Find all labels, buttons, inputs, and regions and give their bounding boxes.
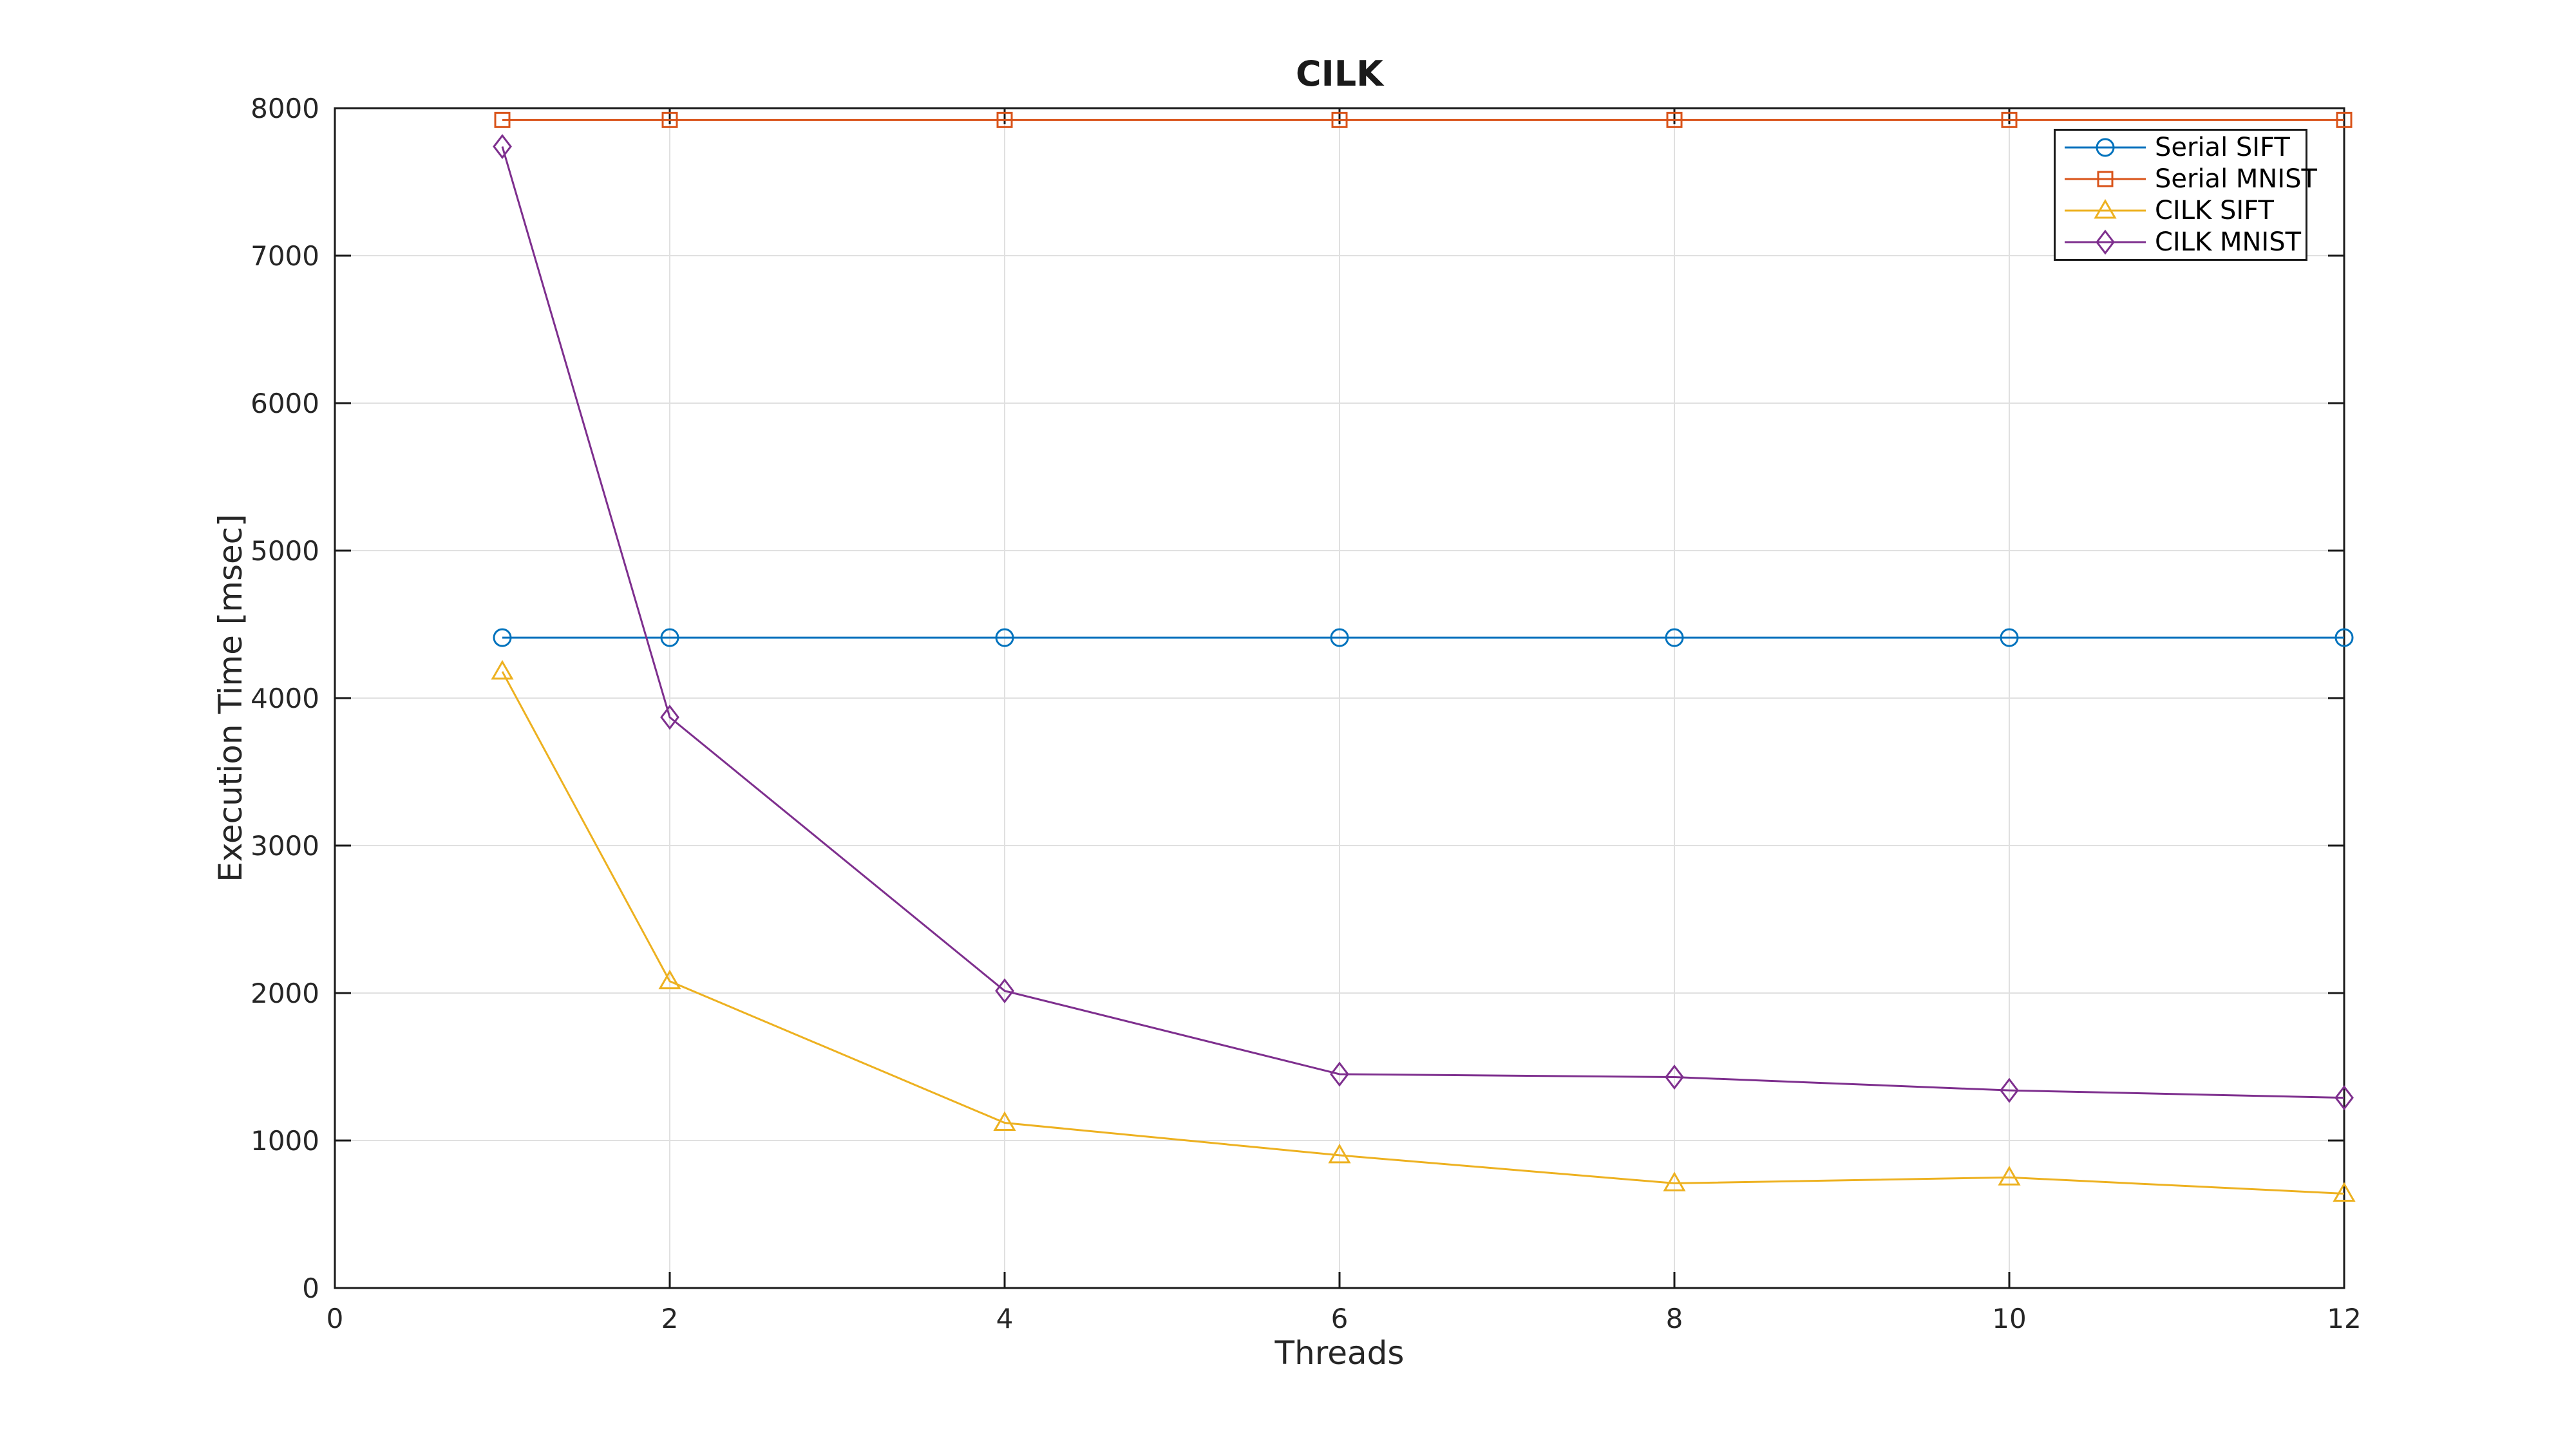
- series-serial-mnist: [494, 111, 2353, 128]
- legend-item-cilk-sift: CILK SIFT: [2063, 195, 2306, 226]
- legend-label: Serial MNIST: [2155, 164, 2317, 194]
- x-tick-label: 4: [996, 1303, 1014, 1334]
- square-marker: [1666, 111, 1683, 128]
- legend-label: CILK MNIST: [2155, 227, 2302, 257]
- x-tick-label: 10: [1992, 1303, 2026, 1334]
- legend-item-cilk-mnist: CILK MNIST: [2063, 227, 2306, 258]
- square-marker: [2001, 111, 2018, 128]
- y-axis-label-text: Execution Time [msec]: [212, 514, 249, 882]
- diamond-icon: [2096, 229, 2115, 255]
- square-marker: [661, 111, 678, 128]
- square-marker: [1331, 111, 1348, 128]
- y-tick-label: 8000: [251, 93, 319, 124]
- x-tick-label: 12: [2327, 1303, 2361, 1334]
- x-tick-label: 2: [661, 1303, 679, 1334]
- legend-item-serial-mnist: Serial MNIST: [2063, 164, 2317, 194]
- triangle-marker: [2333, 1182, 2356, 1202]
- y-tick-label: 5000: [251, 535, 319, 567]
- legend-label: Serial SIFT: [2155, 133, 2290, 163]
- y-tick-label: 1000: [251, 1125, 319, 1157]
- circle-marker: [2000, 628, 2019, 647]
- triangle-marker: [993, 1111, 1016, 1132]
- x-tick-label: 6: [1331, 1303, 1349, 1334]
- triangle-icon: [2094, 198, 2117, 219]
- y-tick-label: 3000: [251, 830, 319, 862]
- circle-marker: [660, 628, 679, 647]
- y-tick-label: 0: [302, 1273, 319, 1304]
- diamond-marker: [2334, 1085, 2354, 1111]
- y-tick-label: 6000: [251, 388, 319, 419]
- chart-title: CILK: [1296, 53, 1383, 94]
- series-cilk-sift: [491, 659, 2356, 1202]
- y-tick-label: 4000: [251, 683, 319, 714]
- triangle-marker: [491, 659, 514, 680]
- x-tick-label: 8: [1666, 1303, 1683, 1334]
- triangle-marker: [658, 969, 681, 990]
- legend-label: CILK SIFT: [2155, 195, 2274, 225]
- x-tick-label: 0: [327, 1303, 344, 1334]
- triangle-marker: [1663, 1171, 1686, 1191]
- x-axis-label: Threads: [1274, 1334, 1405, 1372]
- legend-item-serial-sift: Serial SIFT: [2063, 132, 2306, 163]
- triangle-marker: [1328, 1143, 1351, 1164]
- diamond-marker: [2000, 1077, 2019, 1103]
- diamond-marker: [660, 705, 679, 730]
- diamond-marker: [493, 134, 512, 160]
- legend-sample: [2065, 229, 2146, 255]
- circle-marker: [995, 628, 1014, 647]
- circle-marker: [1665, 628, 1684, 647]
- circle-marker: [493, 628, 512, 647]
- series-line: [501, 671, 2345, 1195]
- legend: Serial SIFT Serial MNIST CILK SIFT CILK MNI…: [2054, 129, 2317, 261]
- legend-sample: [2065, 198, 2146, 219]
- diamond-marker: [1330, 1061, 1349, 1087]
- legend-sample: [2065, 138, 2146, 157]
- circle-marker: [2334, 628, 2354, 647]
- circle-icon: [2096, 138, 2115, 157]
- y-tick-label: 7000: [251, 240, 319, 272]
- square-marker: [2336, 111, 2353, 128]
- diamond-marker: [1665, 1065, 1684, 1090]
- series-line: [501, 146, 2345, 1099]
- diamond-marker: [995, 978, 1014, 1004]
- square-marker: [494, 111, 511, 128]
- square-marker: [996, 111, 1013, 128]
- y-tick-label: 2000: [251, 978, 319, 1009]
- legend-sample: [2065, 171, 2146, 187]
- series-cilk-mnist: [493, 134, 2354, 1111]
- triangle-marker: [1998, 1166, 2021, 1186]
- series-serial-sift: [493, 628, 2354, 647]
- square-icon: [2097, 171, 2114, 187]
- circle-marker: [1330, 628, 1349, 647]
